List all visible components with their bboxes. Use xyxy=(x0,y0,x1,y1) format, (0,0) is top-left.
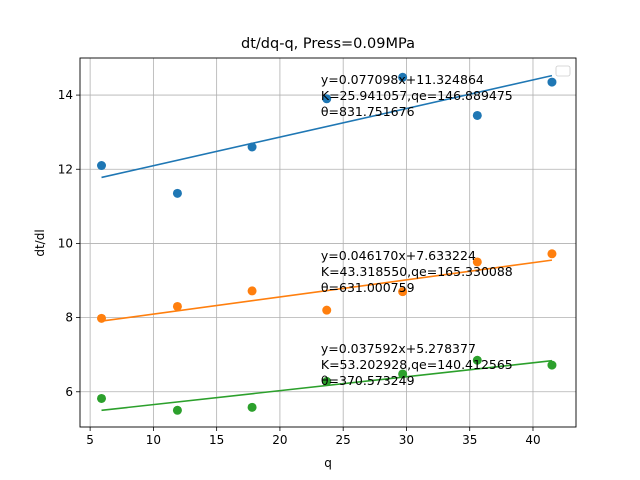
y-tick-label: 10 xyxy=(58,236,73,250)
data-point-series-3 xyxy=(547,360,557,370)
y-tick-label: 14 xyxy=(58,88,73,102)
y-axis-label: dt/dl xyxy=(33,229,47,256)
legend-box xyxy=(555,65,571,77)
data-point-series-1 xyxy=(472,110,482,120)
annotation-series-3: K=53.202928,qe=140.412565 xyxy=(321,357,513,372)
data-point-series-3 xyxy=(97,393,107,403)
axis-ticks: 5 10 15 20 25 30 35 40 6 8 10 12 14 xyxy=(58,88,541,447)
data-point-series-3 xyxy=(172,405,182,415)
data-point-series-1 xyxy=(97,161,107,171)
annotation-series-2: y=0.046170x+7.633224 xyxy=(321,248,476,263)
annotation-series-1: θ=831.751676 xyxy=(321,104,415,119)
x-tick-label: 30 xyxy=(399,433,414,447)
y-tick-label: 6 xyxy=(65,385,73,399)
y-tick-label: 12 xyxy=(58,162,73,176)
plot-area-frame xyxy=(79,57,577,428)
data-point-series-1 xyxy=(322,94,332,104)
grid xyxy=(80,58,576,427)
x-tick-label: 5 xyxy=(86,433,94,447)
x-tick-label: 10 xyxy=(146,433,161,447)
data-point-series-2 xyxy=(472,257,482,267)
x-tick-label: 25 xyxy=(336,433,351,447)
x-axis-label: q xyxy=(324,456,332,470)
data-point-series-1 xyxy=(247,142,257,152)
annotations: y=0.077098x+11.324864K=25.941057,qe=146.… xyxy=(321,72,513,388)
annotation-series-3: θ=370.573249 xyxy=(321,373,415,388)
y-tick-label: 8 xyxy=(65,311,73,325)
x-tick-label: 15 xyxy=(209,433,224,447)
data-point-series-1 xyxy=(547,77,557,87)
data-point-series-2 xyxy=(547,249,557,259)
annotation-series-3: y=0.037592x+5.278377 xyxy=(321,341,476,356)
data-point-series-3 xyxy=(398,369,408,379)
chart-title: dt/dq-q, Press=0.09MPa xyxy=(241,36,415,52)
x-tick-label: 20 xyxy=(272,433,287,447)
data-point-series-1 xyxy=(398,72,408,82)
data-point-series-3 xyxy=(472,355,482,365)
annotation-series-1: K=25.941057,qe=146.889475 xyxy=(321,88,513,103)
fit-line-series-2 xyxy=(101,259,553,322)
data-points xyxy=(97,72,557,415)
data-point-series-2 xyxy=(172,301,182,311)
data-point-series-2 xyxy=(398,287,408,297)
data-point-series-3 xyxy=(322,376,332,386)
data-point-series-2 xyxy=(247,286,257,296)
annotation-series-2: θ=631.000759 xyxy=(321,280,415,295)
x-tick-label: 35 xyxy=(462,433,477,447)
data-point-series-3 xyxy=(247,402,257,412)
annotation-series-1: y=0.077098x+11.324864 xyxy=(321,72,484,87)
fit-line-series-1 xyxy=(101,74,553,179)
data-point-series-2 xyxy=(322,305,332,315)
x-tick-label: 40 xyxy=(525,433,540,447)
annotation-series-2: K=43.318550,qe=165.330088 xyxy=(321,264,513,279)
data-point-series-2 xyxy=(97,313,107,323)
data-point-series-1 xyxy=(172,188,182,198)
